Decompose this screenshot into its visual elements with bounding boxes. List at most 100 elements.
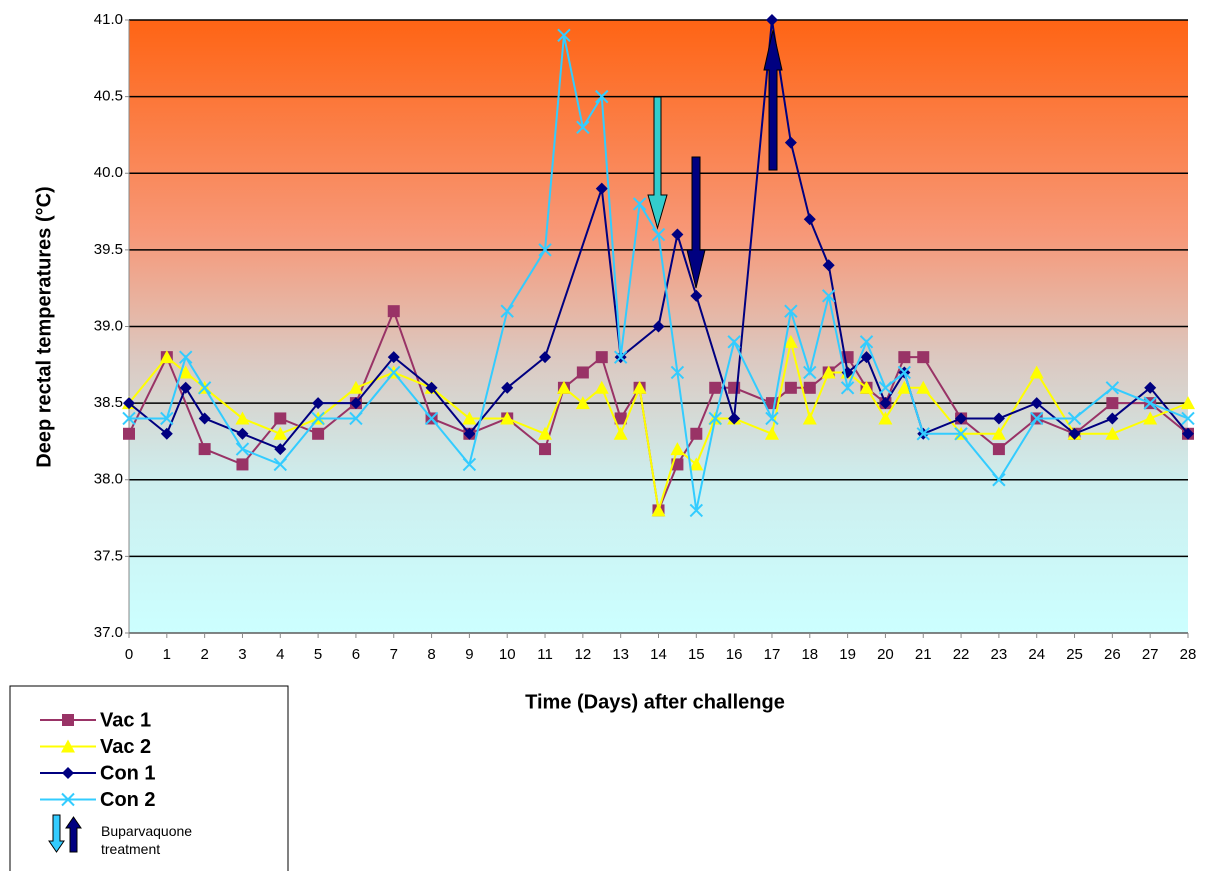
marker	[198, 412, 211, 425]
marker	[348, 380, 363, 394]
treatment-arrows	[647, 29, 783, 289]
marker	[62, 714, 74, 726]
marker	[122, 411, 136, 426]
marker	[1067, 411, 1082, 426]
marker	[784, 381, 797, 394]
marker	[1144, 381, 1157, 394]
y-tick-label: 40.5	[94, 88, 123, 105]
marker	[917, 351, 930, 364]
x-tick-label: 2	[200, 646, 208, 663]
marker	[160, 411, 174, 426]
x-tick-label: 5	[314, 646, 322, 663]
marker	[878, 411, 893, 425]
x-tick-label: 0	[125, 646, 133, 663]
x-tick-label: 15	[688, 646, 705, 663]
marker	[860, 351, 873, 364]
marker	[632, 380, 647, 394]
x-tick-label: 19	[839, 646, 856, 663]
marker	[274, 412, 287, 425]
marker	[1030, 397, 1043, 410]
marker	[784, 136, 797, 149]
marker	[991, 426, 1006, 440]
marker	[803, 381, 816, 394]
marker	[878, 381, 893, 395]
x-tick-label: 18	[801, 646, 818, 663]
y-tick-label: 39.0	[94, 317, 123, 334]
x-tick-label: 27	[1142, 646, 1159, 663]
marker	[803, 365, 817, 380]
series-line	[128, 308, 1189, 515]
y-tick-label: 37.5	[94, 547, 123, 564]
marker	[613, 426, 628, 440]
marker	[576, 366, 589, 379]
x-tick-label: 4	[276, 646, 284, 663]
marker	[463, 427, 476, 440]
marker	[274, 443, 287, 456]
marker	[1181, 411, 1195, 426]
marker	[1105, 381, 1120, 395]
marker	[708, 411, 722, 426]
marker	[916, 427, 930, 441]
marker	[897, 365, 912, 380]
marker	[595, 89, 609, 104]
marker	[557, 28, 571, 43]
marker	[500, 411, 515, 425]
marker	[764, 426, 779, 440]
marker	[765, 14, 778, 26]
y-tick-label: 39.5	[94, 241, 123, 258]
treatment-arrow	[763, 29, 783, 171]
x-tick-label: 24	[1028, 646, 1045, 663]
x-tick-label: 21	[915, 646, 932, 663]
marker	[235, 411, 250, 425]
legend-arrow	[65, 816, 82, 853]
marker	[594, 380, 609, 394]
legend-label: Vac 2	[100, 736, 151, 758]
marker	[859, 380, 874, 394]
y-tick-label: 38.0	[94, 471, 123, 488]
marker	[160, 427, 173, 440]
marker	[709, 381, 722, 394]
marker	[312, 397, 325, 410]
x-tick-label: 6	[352, 646, 360, 663]
marker	[728, 412, 741, 425]
marker	[992, 412, 1005, 425]
marker	[803, 213, 816, 226]
marker	[595, 182, 608, 195]
x-tick-label: 17	[764, 646, 781, 663]
marker	[349, 411, 363, 426]
x-tick-label: 28	[1180, 646, 1197, 663]
marker	[879, 397, 892, 410]
marker	[840, 381, 855, 395]
x-tick-label: 23	[991, 646, 1008, 663]
y-axis-title: Deep rectal temperatures (°C)	[33, 186, 55, 467]
x-tick-label: 11	[537, 646, 553, 663]
x-axis-title: Time (Days) after challenge	[525, 691, 785, 713]
marker	[1105, 426, 1120, 440]
marker	[501, 381, 514, 394]
x-tick-label: 3	[238, 646, 246, 663]
marker	[1181, 396, 1195, 410]
marker	[273, 457, 287, 472]
marker	[1143, 396, 1157, 410]
marker	[614, 412, 627, 425]
marker	[198, 443, 211, 456]
y-tick-label: 40.0	[94, 164, 123, 181]
marker	[197, 381, 212, 395]
x-tick-label: 16	[726, 646, 743, 663]
marker	[462, 457, 477, 472]
x-tick-label: 10	[499, 646, 516, 663]
x-tick-label: 26	[1104, 646, 1121, 663]
legend-label: Vac 1	[100, 709, 151, 731]
marker	[632, 197, 647, 211]
x-tick-label: 14	[650, 646, 667, 663]
marker	[538, 243, 552, 257]
marker	[462, 411, 477, 425]
marker	[159, 350, 174, 364]
marker	[955, 412, 968, 425]
y-tick-label: 37.0	[94, 624, 123, 641]
treatment-arrow	[686, 156, 706, 289]
marker	[690, 289, 703, 302]
marker	[311, 411, 325, 426]
marker	[992, 473, 1006, 487]
